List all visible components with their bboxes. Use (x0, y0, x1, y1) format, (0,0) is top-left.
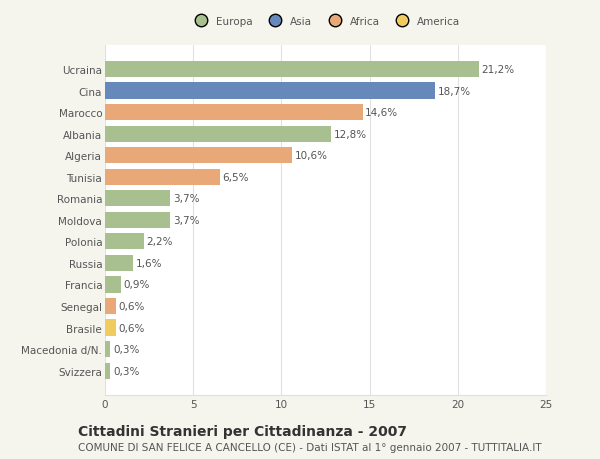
Bar (105, 320, 116, 336)
Text: 1,6%: 1,6% (136, 258, 163, 269)
Text: 2,2%: 2,2% (146, 237, 173, 247)
Text: Cittadini Stranieri per Cittadinanza - 2007: Cittadini Stranieri per Cittadinanza - 2… (78, 425, 407, 438)
Text: 0,3%: 0,3% (113, 366, 139, 376)
Bar (105, 341, 110, 358)
Text: 14,6%: 14,6% (365, 108, 398, 118)
Bar (105, 234, 144, 250)
Text: 0,9%: 0,9% (124, 280, 150, 290)
Text: 18,7%: 18,7% (437, 86, 470, 96)
Bar (105, 126, 331, 142)
Text: 12,8%: 12,8% (334, 129, 367, 140)
Bar (105, 298, 116, 314)
Text: 3,7%: 3,7% (173, 215, 199, 225)
Bar (105, 105, 362, 121)
Bar (105, 255, 133, 271)
Bar (105, 363, 110, 379)
Bar (105, 191, 170, 207)
Bar (105, 62, 479, 78)
Bar (105, 83, 435, 100)
Text: 0,6%: 0,6% (118, 323, 145, 333)
Text: 3,7%: 3,7% (173, 194, 199, 204)
Text: 6,5%: 6,5% (223, 172, 249, 182)
Bar (105, 169, 220, 185)
Bar (105, 277, 121, 293)
Text: 0,3%: 0,3% (113, 344, 139, 354)
Bar (105, 148, 292, 164)
Text: 21,2%: 21,2% (482, 65, 515, 75)
Text: 0,6%: 0,6% (118, 301, 145, 311)
Legend: Europa, Asia, Africa, America: Europa, Asia, Africa, America (187, 13, 464, 31)
Text: COMUNE DI SAN FELICE A CANCELLO (CE) - Dati ISTAT al 1° gennaio 2007 - TUTTITALI: COMUNE DI SAN FELICE A CANCELLO (CE) - D… (78, 442, 542, 452)
Bar (105, 212, 170, 229)
Text: 10,6%: 10,6% (295, 151, 328, 161)
